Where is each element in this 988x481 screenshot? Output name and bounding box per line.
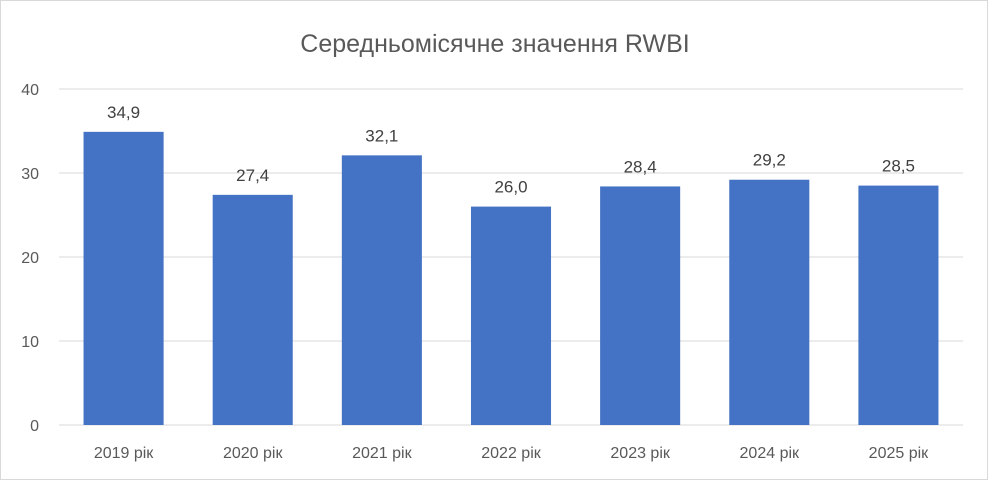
bar (600, 186, 681, 425)
bar (83, 131, 164, 425)
y-tick-label: 30 (21, 166, 39, 183)
data-label: 26,0 (494, 178, 527, 197)
y-tick-label: 0 (30, 418, 39, 435)
chart-title: Середньомісячне значення RWBI (300, 30, 689, 58)
bar (858, 185, 939, 425)
bar (212, 194, 293, 425)
bar (341, 155, 422, 426)
x-category-label: 2025 рік (869, 445, 929, 462)
bar (470, 206, 552, 425)
bar (729, 179, 810, 425)
x-category-label: 2019 рік (94, 445, 154, 462)
y-tick-label: 20 (21, 250, 39, 267)
y-tick-label: 10 (21, 334, 39, 351)
data-labels: 34,9 27,4 32,1 26,0 28,4 29,2 28,5 (107, 103, 915, 197)
x-category-label: 2024 рік (740, 445, 800, 462)
x-category-label: 2023 рік (610, 445, 670, 462)
bars (83, 131, 939, 426)
data-label: 29,2 (753, 151, 786, 170)
x-axis-categories: 2019 рік 2020 рік 2021 рік 2022 рік 2023 рік… (94, 445, 929, 462)
data-label: 28,4 (624, 157, 657, 176)
data-label: 32,1 (365, 126, 398, 145)
data-label: 28,5 (882, 157, 915, 176)
data-label: 27,4 (236, 166, 269, 185)
y-tick-label: 40 (21, 82, 39, 99)
x-category-label: 2020 рік (223, 445, 283, 462)
y-axis-ticks: 0 10 20 30 40 (21, 82, 39, 435)
data-label: 34,9 (107, 103, 140, 122)
x-category-label: 2022 рік (481, 445, 541, 462)
x-category-label: 2021 рік (352, 445, 412, 462)
